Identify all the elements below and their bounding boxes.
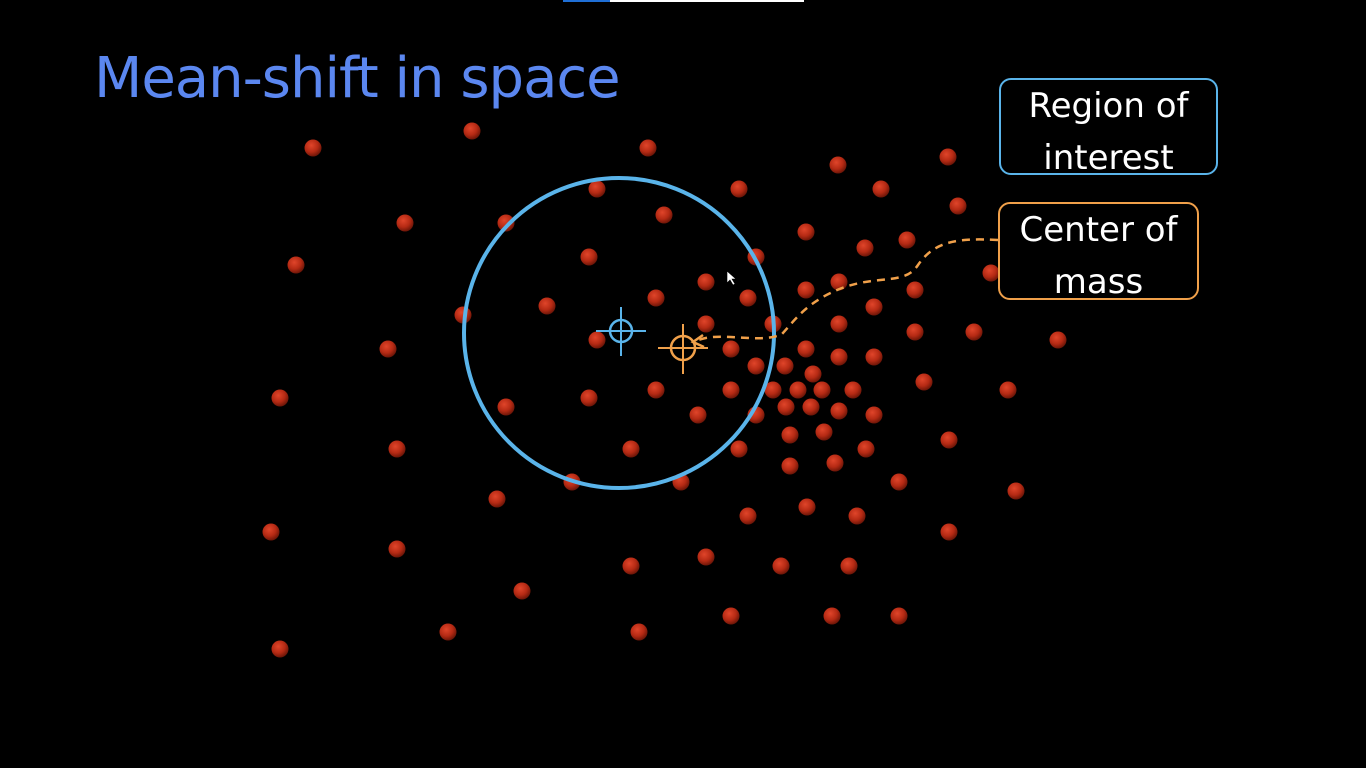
data-point: [538, 297, 556, 315]
data-point: [823, 607, 841, 625]
data-point: [898, 231, 916, 249]
center-of-mass-label: Center of mass: [998, 202, 1199, 302]
data-point: [304, 139, 322, 157]
data-point: [739, 507, 757, 525]
slide-title: Mean-shift in space: [94, 46, 621, 111]
data-point: [271, 640, 289, 658]
center-of-mass-pointer: [695, 238, 999, 343]
data-point: [872, 180, 890, 198]
data-point: [697, 315, 715, 333]
data-point: [830, 348, 848, 366]
data-point: [982, 264, 1000, 282]
data-point: [388, 540, 406, 558]
data-point: [797, 223, 815, 241]
data-point: [697, 273, 715, 291]
data-point: [647, 381, 665, 399]
data-point: [772, 557, 790, 575]
data-point: [844, 381, 862, 399]
data-point: [697, 548, 715, 566]
data-point: [1049, 331, 1067, 349]
data-point: [776, 357, 794, 375]
data-point: [830, 402, 848, 420]
data-point: [856, 239, 874, 257]
progress-bar: [563, 0, 804, 2]
data-point: [777, 398, 795, 416]
pointer-arrowhead: [690, 333, 705, 349]
data-point: [826, 454, 844, 472]
data-point: [965, 323, 983, 341]
data-point: [829, 156, 847, 174]
data-point: [722, 340, 740, 358]
data-point: [848, 507, 866, 525]
center-of-mass-crosshair-icon: [658, 324, 708, 374]
data-point: [722, 607, 740, 625]
data-point: [789, 381, 807, 399]
data-point: [940, 523, 958, 541]
data-point: [906, 323, 924, 341]
data-point: [815, 423, 833, 441]
data-point: [497, 214, 515, 232]
data-point: [722, 381, 740, 399]
data-point: [580, 389, 598, 407]
data-point: [655, 206, 673, 224]
data-point: [588, 180, 606, 198]
data-point: [622, 557, 640, 575]
data-point: [739, 289, 757, 307]
data-point: [764, 381, 782, 399]
data-point: [488, 490, 506, 508]
data-point: [840, 557, 858, 575]
data-point: [857, 440, 875, 458]
data-point: [797, 340, 815, 358]
data-point: [813, 381, 831, 399]
data-point: [865, 348, 883, 366]
data-point: [747, 357, 765, 375]
data-point: [906, 281, 924, 299]
data-point: [830, 273, 848, 291]
data-point: [730, 440, 748, 458]
data-point: [463, 122, 481, 140]
data-point: [804, 365, 822, 383]
data-points: [262, 122, 1067, 658]
mouse-cursor-icon: [726, 270, 737, 286]
data-point: [915, 373, 933, 391]
data-point: [890, 607, 908, 625]
data-point: [830, 315, 848, 333]
data-point: [890, 473, 908, 491]
data-point: [513, 582, 531, 600]
data-point: [949, 197, 967, 215]
data-point: [1007, 482, 1025, 500]
data-point: [797, 281, 815, 299]
data-point: [689, 406, 707, 424]
data-point: [865, 406, 883, 424]
data-point: [647, 289, 665, 307]
progress-bar-fill: [563, 0, 610, 2]
data-point: [262, 523, 280, 541]
data-point: [639, 139, 657, 157]
data-point: [580, 248, 598, 266]
data-point: [730, 180, 748, 198]
data-point: [622, 440, 640, 458]
data-point: [388, 440, 406, 458]
data-point: [271, 389, 289, 407]
data-point: [588, 331, 606, 349]
data-point: [940, 431, 958, 449]
roi-center-crosshair-icon: [596, 307, 646, 356]
data-point: [798, 498, 816, 516]
data-point: [396, 214, 414, 232]
region-of-interest-circle: [462, 176, 776, 490]
region-of-interest-label: Region of interest: [999, 78, 1218, 178]
data-point: [781, 426, 799, 444]
data-point: [802, 398, 820, 416]
data-point: [865, 298, 883, 316]
data-point: [379, 340, 397, 358]
data-point: [439, 623, 457, 641]
data-point: [630, 623, 648, 641]
data-point: [781, 457, 799, 475]
data-point: [497, 398, 515, 416]
data-point: [287, 256, 305, 274]
data-point: [939, 148, 957, 166]
data-point: [999, 381, 1017, 399]
